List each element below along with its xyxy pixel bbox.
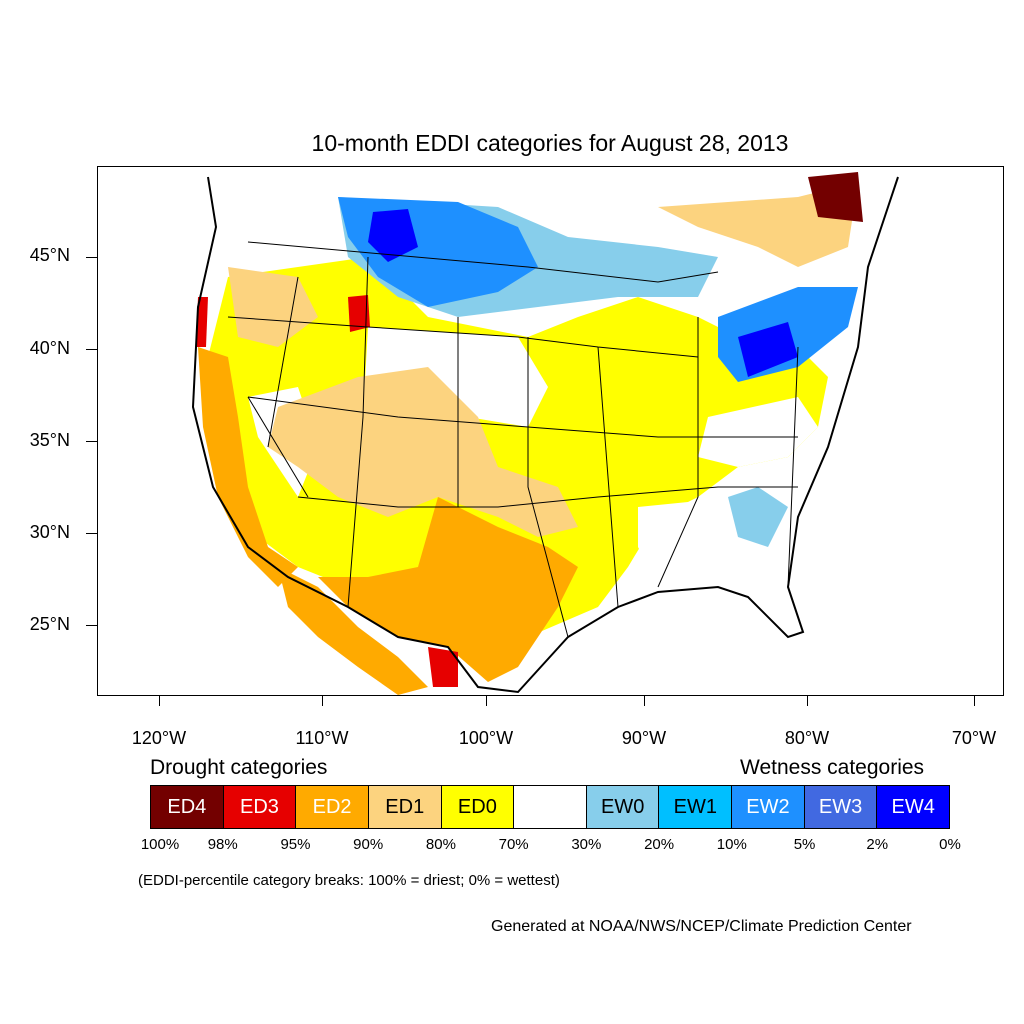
x-label-80w: 80°W xyxy=(784,728,830,748)
break-label: 98% xyxy=(207,836,238,853)
ed2-baja xyxy=(278,567,428,695)
map-title: 10-month EDDI categories for August 28, … xyxy=(311,130,789,156)
y-tick xyxy=(86,441,97,442)
break-label: 70% xyxy=(498,836,529,853)
ed2-texas xyxy=(318,497,578,682)
legend-swatch-ed4: ED4 xyxy=(151,786,224,828)
y-label-45n: 45°N xyxy=(29,245,70,265)
break-label: 30% xyxy=(571,836,602,853)
legend-swatch-ew0: EW0 xyxy=(586,786,660,828)
break-label: 2% xyxy=(866,836,889,853)
category-color-bar: ED4 ED3 ED2 ED1 ED0 EW0 EW1 EW2 EW3 EW4 xyxy=(150,785,950,829)
legend-swatch-ed2: ED2 xyxy=(296,786,369,828)
break-label: 5% xyxy=(793,836,816,853)
wetness-heading: Wetness categories xyxy=(740,756,925,779)
ed4-quebec xyxy=(808,172,863,222)
legend-swatch-ed3: ED3 xyxy=(223,786,297,828)
y-label-40n: 40°N xyxy=(29,338,70,358)
break-label: 10% xyxy=(716,836,747,853)
x-tick xyxy=(486,696,487,706)
x-label-120w: 120°W xyxy=(131,728,187,748)
ew0-southeast xyxy=(728,487,788,547)
map-plot-area xyxy=(97,166,1004,696)
y-tick xyxy=(86,533,97,534)
x-tick xyxy=(159,696,160,706)
x-label-90w: 90°W xyxy=(621,728,667,748)
ed3-mexico xyxy=(428,647,458,687)
ew4-great-lakes-core xyxy=(738,322,798,377)
drought-heading: Drought categories xyxy=(150,756,328,779)
y-label-25n: 25°N xyxy=(29,614,70,634)
y-tick xyxy=(86,625,97,626)
x-tick xyxy=(974,696,975,706)
eddi-map xyxy=(191,172,899,695)
y-tick xyxy=(86,349,97,350)
x-tick xyxy=(644,696,645,706)
y-label-35n: 35°N xyxy=(29,430,70,450)
x-label-70w: 70°W xyxy=(951,728,997,748)
ed2-california xyxy=(198,347,298,587)
break-label: 20% xyxy=(644,836,675,853)
legend-swatch-none xyxy=(514,786,587,828)
category-note: (EDDI-percentile category breaks: 100% =… xyxy=(138,872,560,889)
y-label-30n: 30°N xyxy=(29,522,70,542)
ed1-pacific-northwest xyxy=(228,267,318,347)
break-label: 80% xyxy=(425,836,456,853)
legend-swatch-ed0: ED0 xyxy=(441,786,515,828)
no-anomaly-ohio-valley xyxy=(698,397,818,467)
break-label: 95% xyxy=(280,836,311,853)
legend-swatch-ew4: EW4 xyxy=(877,786,950,828)
ed3-idaho xyxy=(348,295,370,332)
ed0-region xyxy=(208,257,828,637)
break-label: 90% xyxy=(353,836,384,853)
ed1-northeast-canada xyxy=(658,182,858,267)
ed3-west-coast xyxy=(196,297,208,347)
ew4-montana-core xyxy=(368,209,418,262)
break-label: 100% xyxy=(140,836,180,853)
legend-swatch-ed1: ED1 xyxy=(368,786,442,828)
break-label: 0% xyxy=(939,836,961,853)
legend-swatch-ew3: EW3 xyxy=(804,786,878,828)
x-label-100w: 100°W xyxy=(458,728,514,748)
state-boundaries xyxy=(227,241,799,638)
legend-swatch-ew2: EW2 xyxy=(732,786,805,828)
credit-line: Generated at NOAA/NWS/NCEP/Climate Predi… xyxy=(491,918,912,935)
x-label-110w: 110°W xyxy=(295,728,349,748)
coastline xyxy=(191,176,899,694)
x-tick xyxy=(807,696,808,706)
y-tick xyxy=(86,257,97,258)
x-tick xyxy=(322,696,323,706)
legend-swatch-ew1: EW1 xyxy=(659,786,733,828)
